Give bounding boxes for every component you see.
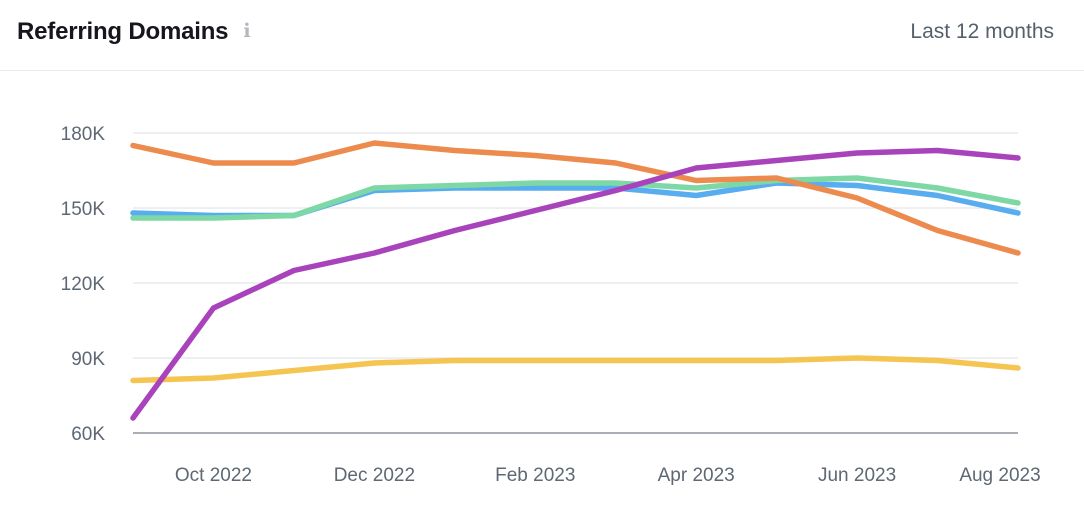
title-group: Referring Domains i [17, 18, 251, 46]
y-axis-tick-label: 180K [61, 124, 106, 145]
referring-domains-line-chart[interactable]: 60K 90K 120K 150K 180K Oct 2022 Dec 2022 Feb 20… [0, 71, 1084, 526]
chart-title: Referring Domains [17, 18, 229, 45]
info-icon[interactable]: i [243, 19, 251, 42]
card-header: Referring Domains i Last 12 months [0, 0, 1084, 71]
series-line-yellow[interactable] [130, 355, 1021, 384]
x-axis-tick-label: Oct 2022 [175, 465, 252, 486]
x-axis-tick-label: Dec 2022 [334, 465, 415, 486]
y-axis-tick-label: 120K [61, 274, 106, 295]
series-line-purple[interactable] [130, 147, 1021, 421]
y-axis-tick-label: 60K [71, 424, 105, 445]
y-axis-tick-label: 90K [71, 349, 105, 370]
x-axis-tick-label: Feb 2023 [495, 465, 575, 486]
series-line-green[interactable] [130, 175, 1021, 221]
series-line-orange[interactable] [130, 140, 1021, 256]
y-axis-tick-label: 150K [61, 199, 106, 220]
chart-area: 60K 90K 120K 150K 180K Oct 2022 Dec 2022 Feb 20… [0, 71, 1084, 526]
x-axis-tick-label: Apr 2023 [658, 465, 735, 486]
x-axis-tick-label: Jun 2023 [818, 465, 896, 486]
time-range-label: Last 12 months [910, 20, 1054, 43]
x-axis-tick-label: Aug 2023 [959, 465, 1040, 486]
